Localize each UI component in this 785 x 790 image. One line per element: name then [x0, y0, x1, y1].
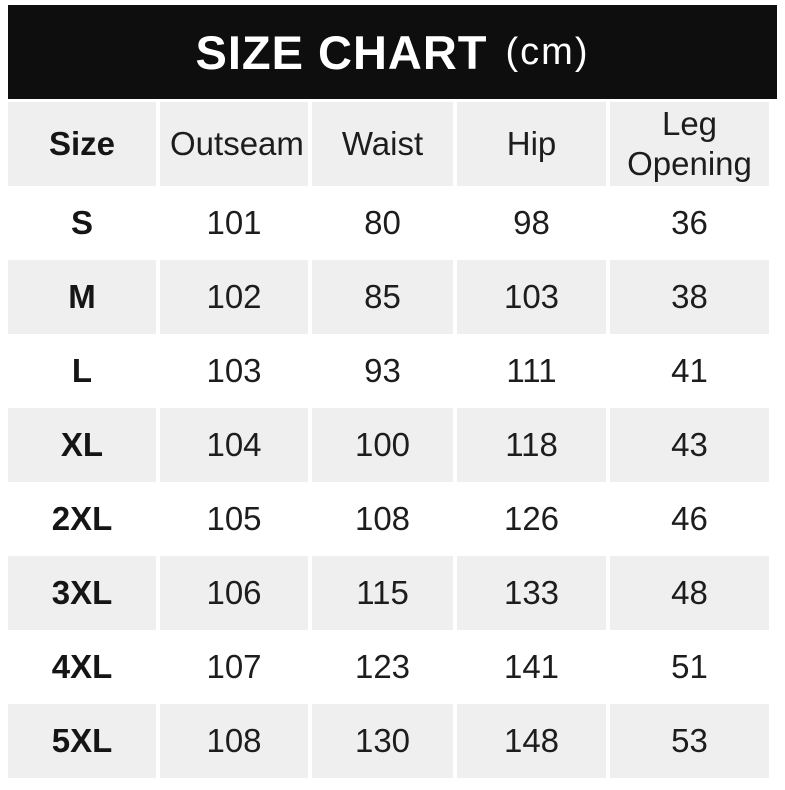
- table-row: XL 104 100 118 43: [8, 408, 769, 482]
- measurement-value: 51: [671, 648, 708, 685]
- measurement-value: 85: [312, 260, 453, 334]
- size-label: 3XL: [8, 556, 156, 630]
- column-header-waist: Waist: [312, 102, 453, 186]
- measurement-value: 118: [457, 408, 606, 482]
- measurement-value: 38: [610, 260, 769, 334]
- measurement-value: 107: [206, 648, 262, 685]
- measurement-value: 103: [206, 352, 262, 389]
- size-label: 2XL: [51, 500, 113, 537]
- measurement-value: 80: [364, 204, 401, 241]
- size-chart-graphic: SIZE CHART (cm) Size Outseam Waist Hip Leg O…: [0, 5, 785, 790]
- size-label: L: [71, 352, 93, 389]
- measurement-value: 93: [364, 352, 401, 389]
- size-table: Size Outseam Waist Hip Leg Opening S 101 80 98 3…: [4, 102, 773, 778]
- column-header-hip: Hip: [457, 102, 606, 186]
- measurement-value: 53: [610, 704, 769, 778]
- measurement-value: 108: [160, 704, 308, 778]
- measurement-value: 133: [457, 556, 606, 630]
- measurement-value: 115: [312, 556, 453, 630]
- column-header-size: Size: [8, 102, 156, 186]
- size-label: 4XL: [51, 648, 113, 685]
- measurement-value: 48: [610, 556, 769, 630]
- measurement-value: 36: [671, 204, 708, 241]
- measurement-value: 98: [513, 204, 550, 241]
- measurement-value: 104: [160, 408, 308, 482]
- measurement-value: 123: [354, 648, 411, 685]
- measurement-value: 101: [206, 204, 262, 241]
- title-banner: SIZE CHART (cm): [8, 5, 777, 99]
- measurement-value: 41: [671, 352, 708, 389]
- measurement-value: 148: [457, 704, 606, 778]
- measurement-value: 103: [457, 260, 606, 334]
- measurement-value: 105: [206, 500, 262, 537]
- measurement-value: 46: [671, 500, 708, 537]
- table-row: L 103 93 111 41: [8, 334, 769, 408]
- measurement-value: 43: [610, 408, 769, 482]
- size-label: M: [8, 260, 156, 334]
- size-label: 5XL: [8, 704, 156, 778]
- table-row: 4XL 107 123 141 51: [8, 630, 769, 704]
- column-header-leg-opening: Leg Opening: [610, 102, 769, 186]
- header-row: Size Outseam Waist Hip Leg Opening: [8, 102, 769, 186]
- measurement-value: 102: [160, 260, 308, 334]
- table-row: M 102 85 103 38: [8, 260, 769, 334]
- measurement-value: 111: [506, 352, 557, 389]
- table-row: S 101 80 98 36: [8, 186, 769, 260]
- table-body: S 101 80 98 36 M 102 85 103 38 L 103 93 111 41 XL 104 100…: [8, 186, 769, 778]
- measurement-value: 126: [503, 500, 560, 537]
- table-row: 2XL 105 108 126 46: [8, 482, 769, 556]
- measurement-value: 108: [354, 500, 411, 537]
- measurement-value: 100: [312, 408, 453, 482]
- unit-label: (cm): [505, 30, 590, 73]
- measurement-value: 106: [160, 556, 308, 630]
- size-label: S: [70, 204, 93, 241]
- size-label: XL: [8, 408, 156, 482]
- column-header-outseam: Outseam: [160, 102, 308, 186]
- measurement-value: 130: [312, 704, 453, 778]
- table-header: Size Outseam Waist Hip Leg Opening: [8, 102, 769, 186]
- measurement-value: 141: [503, 648, 560, 685]
- table-row: 3XL 106 115 133 48: [8, 556, 769, 630]
- chart-title: SIZE CHART: [195, 25, 488, 79]
- table-row: 5XL 108 130 148 53: [8, 704, 769, 778]
